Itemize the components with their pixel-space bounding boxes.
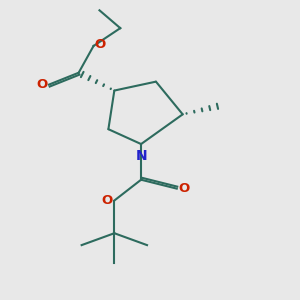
Text: N: N: [135, 149, 147, 164]
Text: O: O: [36, 78, 47, 91]
Text: O: O: [94, 38, 106, 51]
Text: O: O: [101, 194, 112, 207]
Text: O: O: [178, 182, 190, 195]
